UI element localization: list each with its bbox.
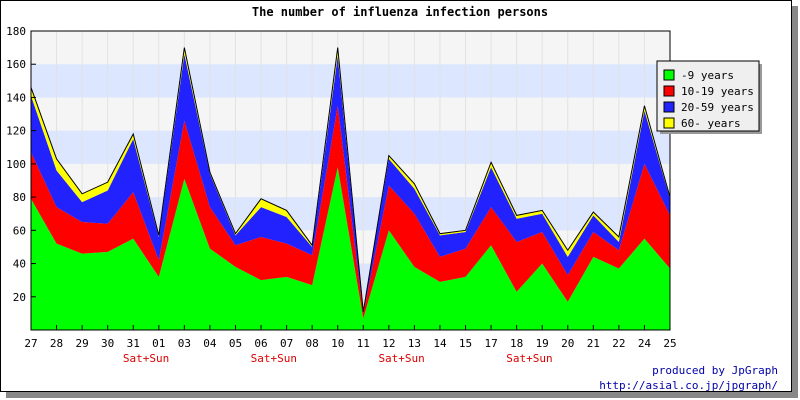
- y-tick-label: 140: [6, 91, 26, 104]
- axes: 20 40 60 80 100 120 140 160 180 27 28 29 30 31 01 03 04 0…: [6, 25, 677, 365]
- y-tick-label: 180: [6, 25, 26, 38]
- x-tick-label: 01: [152, 337, 165, 350]
- x-tick-label: 14: [433, 337, 447, 350]
- x-tick-label: 12: [382, 337, 395, 350]
- legend-swatch: [663, 117, 675, 129]
- x-tick-label: 15: [459, 337, 472, 350]
- x-tick-label: 19: [536, 337, 549, 350]
- y-tick-label: 100: [6, 158, 26, 171]
- x-tick-label: 25: [663, 337, 676, 350]
- y-tick-label: 80: [13, 191, 26, 204]
- x-tick-label: 22: [612, 337, 625, 350]
- y-tick-label: 40: [13, 258, 26, 271]
- x-tick-label: 24: [638, 337, 652, 350]
- legend-swatch: [663, 101, 675, 113]
- weekend-label: Sat+Sun: [123, 352, 169, 365]
- y-tick-label: 20: [13, 291, 26, 304]
- chart-title: The number of influenza infection person…: [252, 5, 548, 19]
- x-tick-label: 05: [229, 337, 242, 350]
- legend-label: -9 years: [681, 69, 734, 82]
- grid-band: [31, 64, 670, 98]
- x-tick-label: 08: [306, 337, 319, 350]
- x-tick-label: 29: [75, 337, 88, 350]
- stack-outline: [30, 47, 671, 312]
- x-tick-label: 21: [587, 337, 600, 350]
- series-area-1: [31, 105, 670, 319]
- series-areas: [30, 47, 671, 330]
- legend-label: 60- years: [681, 117, 741, 130]
- legend-swatch: [663, 85, 675, 97]
- x-tick-label: 13: [408, 337, 421, 350]
- x-tick-label: 27: [24, 337, 37, 350]
- series-area-0: [31, 167, 670, 330]
- y-tick-label: 120: [6, 125, 26, 138]
- credit-line-1: produced by JpGraph: [652, 364, 778, 377]
- series-area-2: [31, 54, 670, 314]
- legend: -9 years 10-19 years 20-59 years 60- years: [656, 60, 762, 134]
- x-tick-label: 30: [101, 337, 114, 350]
- x-tick-label: 10: [331, 337, 344, 350]
- weekend-label: Sat+Sun: [506, 352, 552, 365]
- legend-label: 10-19 years: [681, 85, 754, 98]
- credit-link[interactable]: http://asial.co.jp/jpgraph/: [599, 379, 778, 392]
- x-tick-label: 07: [280, 337, 293, 350]
- plot-border: [30, 30, 671, 331]
- x-tick-label: 04: [203, 337, 217, 350]
- y-tick-label: 60: [13, 224, 26, 237]
- legend-swatch: [663, 69, 675, 81]
- x-tick-label: 17: [484, 337, 497, 350]
- x-tick-label: 03: [178, 337, 191, 350]
- x-tick-label: 11: [357, 337, 370, 350]
- x-tick-label: 28: [50, 337, 63, 350]
- x-tick-label: 18: [510, 337, 523, 350]
- x-tick-label: 06: [254, 337, 267, 350]
- y-tick-label: 160: [6, 58, 26, 71]
- x-tick-label: 20: [561, 337, 574, 350]
- legend-label: 20-59 years: [681, 101, 754, 114]
- x-tick-label: 31: [127, 337, 140, 350]
- weekend-label: Sat+Sun: [251, 352, 297, 365]
- weekend-label: Sat+Sun: [378, 352, 424, 365]
